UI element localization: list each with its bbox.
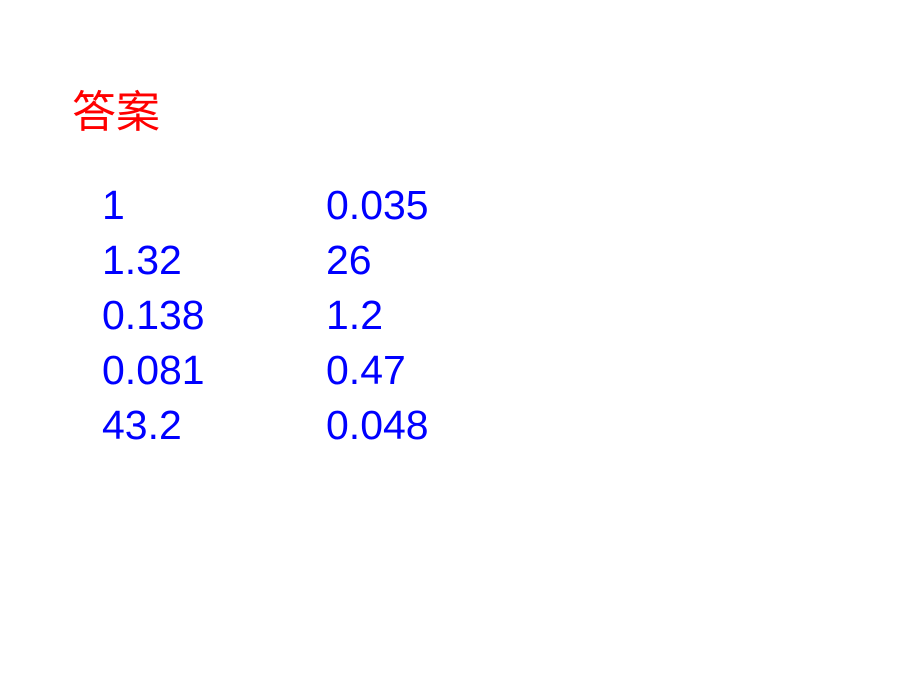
cell-col2: 1.2 xyxy=(326,292,383,339)
cell-col2: 26 xyxy=(326,237,372,284)
answer-title: 答案 xyxy=(72,76,160,140)
cell-col1: 1.32 xyxy=(102,237,326,284)
table-row: 1.32 26 xyxy=(102,233,429,288)
cell-col1: 0.138 xyxy=(102,292,326,339)
cell-col1: 1 xyxy=(102,182,326,229)
table-row: 0.138 1.2 xyxy=(102,288,429,343)
answer-table: 1 0.035 1.32 26 0.138 1.2 0.081 0.47 43.… xyxy=(102,178,429,453)
cell-col2: 0.035 xyxy=(326,182,429,229)
table-row: 1 0.035 xyxy=(102,178,429,233)
cell-col1: 0.081 xyxy=(102,347,326,394)
cell-col2: 0.048 xyxy=(326,402,429,449)
cell-col2: 0.47 xyxy=(326,347,406,394)
cell-col1: 43.2 xyxy=(102,402,326,449)
table-row: 43.2 0.048 xyxy=(102,398,429,453)
table-row: 0.081 0.47 xyxy=(102,343,429,398)
